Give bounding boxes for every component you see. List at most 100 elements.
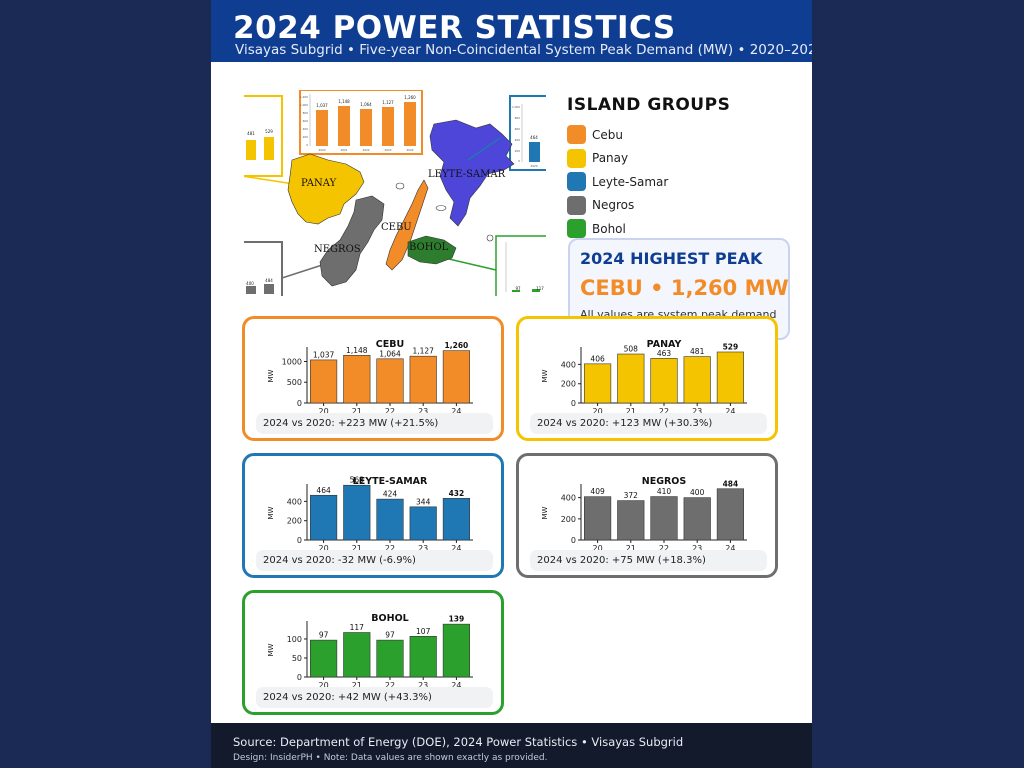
bar-value-label: 463 (657, 349, 672, 358)
bar-value-label: 432 (449, 489, 465, 498)
bar (376, 358, 404, 404)
map-label-bohol: BOHOL (409, 242, 449, 253)
bar (310, 639, 338, 678)
map-label-negros: NEGROS (314, 244, 361, 255)
bar-value-label: 139 (449, 615, 465, 624)
page-subtitle: Visayas Subgrid • Five-year Non-Coincide… (235, 42, 812, 58)
legend-item-panay: Panay (567, 147, 730, 171)
leyte-inset-bar (529, 142, 540, 162)
legend-item-bohol: Bohol (567, 217, 730, 241)
cebu-bar-chart: CEBU MW 0 500 1000 1,037 20 1,148 21 1,064 22 1,127… (267, 339, 473, 416)
leyte-inset-chart: 1,000 800 600 400 200 0 464 2020 (509, 95, 546, 171)
chart-title: NEGROS (642, 476, 687, 487)
bar-value-label: 117 (350, 623, 365, 632)
cebu-inset-bar (338, 106, 350, 146)
negros-inset-chart: 400 484 (244, 241, 351, 296)
legend-swatch (567, 195, 586, 215)
cebu-inset-year: 2021 (340, 148, 347, 152)
bar-value-label: 568 (350, 476, 365, 485)
bar (343, 355, 371, 404)
bar (442, 350, 470, 404)
x-tick-label: 20 (319, 544, 329, 553)
x-tick-label: 22 (385, 544, 395, 553)
bar (343, 632, 371, 678)
map-svg: 1,200 1,000 800 600 400 200 0 1,037 1,14… (244, 90, 546, 296)
y-tick-label: 500 (287, 378, 302, 387)
bar (617, 353, 645, 404)
x-tick-label: 22 (385, 681, 395, 690)
highest-peak-value: CEBU • 1,260 MW (580, 276, 789, 300)
y-axis-label: MW (267, 643, 275, 656)
cebu-inset-ytick: 0 (306, 143, 308, 147)
x-tick-label: 24 (451, 407, 461, 416)
cebu-island (385, 179, 429, 271)
x-tick-label: 23 (418, 681, 428, 690)
x-tick-label: 23 (418, 407, 428, 416)
leyte-inset-ytick: 200 (515, 149, 521, 153)
y-tick-label: 200 (287, 517, 302, 526)
legend-swatch (567, 219, 586, 239)
bar-value-label: 464 (316, 486, 331, 495)
panay-island (287, 153, 365, 225)
negros-bar-chart: NEGROS MW 0 200 400 409 20 372 21 410 22 400 23 484 24 (541, 476, 747, 553)
chart-note-negros: 2024 vs 2020: +75 MW (+18.3%) (530, 550, 767, 571)
y-axis-label: MW (267, 506, 275, 519)
cebu-inset-bar (382, 107, 394, 146)
x-tick-label: 24 (725, 407, 735, 416)
cebu-inset-value: 1,064 (360, 102, 372, 107)
leyte-inset-ytick: 800 (515, 116, 521, 120)
x-tick-label: 23 (418, 544, 428, 553)
x-tick-label: 21 (352, 681, 362, 690)
legend-swatch (567, 172, 586, 192)
x-tick-label: 21 (352, 544, 362, 553)
bar (409, 355, 437, 404)
bar (376, 498, 404, 541)
infographic-page: 2024 POWER STATISTICS Visayas Subgrid • … (211, 0, 812, 768)
leyte-samar-island (429, 119, 515, 227)
y-tick-label: 0 (571, 399, 576, 408)
bar-value-label: 97 (319, 631, 329, 640)
cebu-inset-year: 2023 (384, 148, 391, 152)
y-axis-label: MW (267, 369, 275, 382)
cebu-inset-ytick: 200 (303, 135, 309, 139)
y-tick-label: 0 (297, 673, 302, 682)
bar (442, 498, 470, 541)
leyte-inset-ytick: 1,000 (512, 105, 520, 109)
leyte-inset-value: 464 (530, 135, 538, 140)
y-tick-label: 0 (297, 536, 302, 545)
bar (650, 358, 678, 404)
legend-swatch (567, 125, 586, 145)
bar-value-label: 1,064 (379, 349, 401, 358)
bar (584, 496, 612, 541)
panay-bar-chart: PANAY MW 0 200 400 406 20 508 21 463 22 481 23 529 24 (541, 339, 747, 416)
bar (716, 488, 744, 541)
bar-value-label: 410 (657, 487, 672, 496)
x-tick-label: 20 (593, 407, 603, 416)
chart-title: BOHOL (371, 613, 408, 624)
bohol-bar-chart: BOHOL MW 0 50 100 97 20 117 21 97 22 107 23 139 24 (267, 613, 473, 690)
cebu-inset-ytick: 1,200 (300, 95, 308, 99)
bar-value-label: 1,037 (313, 350, 335, 359)
bar (683, 497, 711, 541)
negros-island (319, 195, 385, 287)
legend-label: Cebu (592, 127, 623, 142)
island-legend: ISLAND GROUPS Cebu Panay Leyte-Samar Neg… (567, 95, 730, 241)
bar-value-label: 1,260 (445, 341, 469, 350)
y-tick-label: 50 (292, 654, 302, 663)
legend-label: Panay (592, 151, 629, 166)
x-tick-label: 21 (626, 544, 636, 553)
bar-value-label: 372 (624, 491, 639, 500)
map-label-leyte-samar: LEYTE-SAMAR (428, 169, 506, 180)
cebu-inset-value: 1,127 (382, 100, 394, 105)
bar (683, 356, 711, 404)
bar-value-label: 344 (416, 497, 431, 506)
bar-value-label: 481 (690, 347, 705, 356)
leyte-inset-year: 2020 (530, 164, 537, 168)
chart-card-leyte-samar: LEYTE-SAMAR MW 0 200 400 464 20 568 21 424 22 344 23… (242, 453, 504, 578)
x-tick-label: 20 (319, 681, 329, 690)
leyte-samar-bar-chart: LEYTE-SAMAR MW 0 200 400 464 20 568 21 424 22 344 23… (267, 476, 473, 553)
x-tick-label: 20 (593, 544, 603, 553)
x-tick-label: 22 (385, 407, 395, 416)
y-tick-label: 200 (561, 515, 576, 524)
footer-source: Source: Department of Energy (DOE), 2024… (233, 735, 684, 749)
